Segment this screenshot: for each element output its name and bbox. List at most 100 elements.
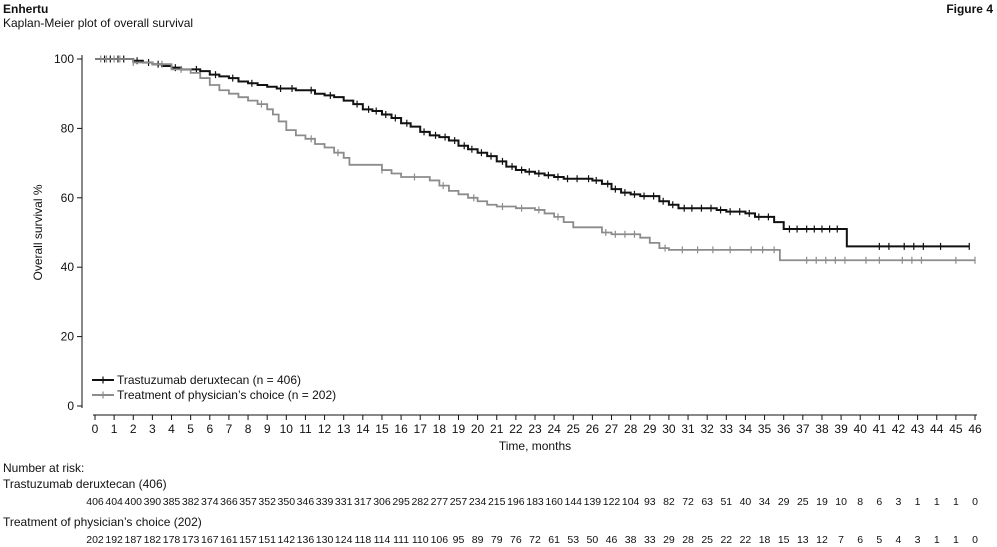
at-risk-value: 234 [469,496,487,508]
at-risk-value: 1 [953,534,959,546]
x-tick-label: 16 [394,422,408,436]
x-axis-label: Time, months [499,439,571,453]
at-risk-value: 12 [816,534,828,546]
at-risk-value: 89 [472,534,484,546]
at-risk-value: 6 [857,534,863,546]
at-risk-value: 161 [220,534,238,546]
at-risk-value: 277 [431,496,449,508]
at-risk-value: 1 [915,496,921,508]
at-risk-value: 1 [934,496,940,508]
at-risk-value: 114 [374,534,391,546]
at-risk-value: 110 [412,534,429,546]
at-risk-value: 406 [86,496,104,508]
x-tick-label: 44 [930,422,944,436]
x-tick-label: 13 [337,422,351,436]
at-risk-value: 61 [548,534,560,546]
at-risk-value: 51 [720,496,732,508]
x-tick-label: 15 [375,422,389,436]
x-tick-label: 32 [700,422,714,436]
at-risk-value: 187 [124,534,142,546]
at-risk-value: 130 [316,534,334,546]
at-risk-value: 10 [835,496,847,508]
y-tick-label: 40 [61,260,75,274]
x-tick-label: 37 [796,422,810,436]
at-risk-value: 4 [896,534,902,546]
x-tick-label: 22 [509,422,523,436]
x-tick-label: 45 [949,422,963,436]
y-tick-label: 60 [61,191,75,205]
x-tick-label: 46 [968,422,982,436]
x-tick-label: 29 [643,422,657,436]
x-tick-label: 28 [624,422,638,436]
at-risk-value: 6 [876,496,882,508]
at-risk-value: 25 [797,496,809,508]
x-tick-label: 35 [758,422,772,436]
at-risk-value: 79 [491,534,503,546]
at-risk-value: 157 [239,534,257,546]
at-risk-value: 63 [701,496,713,508]
at-risk-value: 192 [105,534,123,546]
x-tick-label: 24 [547,422,561,436]
x-tick-label: 27 [605,422,619,436]
x-tick-label: 42 [892,422,906,436]
at-risk-value: 196 [507,496,525,508]
at-risk-value: 38 [625,534,637,546]
at-risk-value: 385 [163,496,181,508]
at-risk-value: 0 [972,496,978,508]
chart-subtitle: Kaplan-Meier plot of overall survival [3,16,194,30]
y-tick-label: 20 [61,330,75,344]
at-risk-value: 390 [144,496,162,508]
x-tick-label: 1 [111,422,118,436]
y-tick-label: 0 [67,399,74,413]
at-risk-value: 173 [182,534,200,546]
x-tick-label: 18 [433,422,447,436]
at-risk-value: 118 [354,534,371,546]
at-risk-value: 13 [797,534,809,546]
at-risk-value: 19 [816,496,828,508]
x-tick-label: 11 [299,422,312,436]
at-risk-table: 406 404 400 390 385 382 374 366 357 352 350 346 339 3… [86,496,978,546]
series-line-2 [95,58,975,262]
series-line-1 [95,58,970,248]
at-risk-arm-label-1: Trastuzumab deruxtecan (406) [3,477,167,491]
at-risk-value: 404 [105,496,123,508]
at-risk-value: 306 [373,496,391,508]
at-risk-value: 317 [354,496,372,508]
x-tick-label: 6 [206,422,213,436]
at-risk-value: 122 [603,496,621,508]
at-risk-value: 106 [431,534,449,546]
at-risk-value: 400 [124,496,142,508]
at-risk-value: 18 [759,534,771,546]
at-risk-value: 136 [297,534,315,546]
legend-label-1: Trastuzumab deruxtecan (n = 406) [117,373,301,387]
y-axis-label: Overall survival % [31,184,45,280]
at-risk-value: 53 [567,534,579,546]
x-tick-label: 19 [452,422,466,436]
at-risk-value: 40 [740,496,752,508]
at-risk-value: 76 [510,534,522,546]
at-risk-value: 0 [972,534,978,546]
at-risk-value: 366 [220,496,238,508]
at-risk-value: 352 [258,496,276,508]
at-risk-value: 282 [411,496,429,508]
x-tick-label: 25 [567,422,581,436]
x-tick-label: 10 [280,422,294,436]
at-risk-value: 331 [335,496,353,508]
x-tick-label: 31 [681,422,695,436]
at-risk-value: 7 [838,534,844,546]
at-risk-value: 34 [759,496,771,508]
at-risk-value: 1 [934,534,940,546]
x-tick-label: 23 [528,422,542,436]
at-risk-value: 139 [584,496,602,508]
at-risk-value: 8 [857,496,863,508]
at-risk-value: 72 [682,496,694,508]
at-risk-value: 346 [297,496,315,508]
at-risk-value: 202 [86,534,104,546]
at-risk-value: 183 [526,496,544,508]
at-risk-value: 46 [606,534,618,546]
x-tick-label: 7 [226,422,233,436]
x-tick-label: 4 [168,422,175,436]
legend-label-2: Treatment of physician’s choice (n = 202… [117,388,336,402]
at-risk-arm-label-2: Treatment of physician’s choice (202) [3,515,202,529]
